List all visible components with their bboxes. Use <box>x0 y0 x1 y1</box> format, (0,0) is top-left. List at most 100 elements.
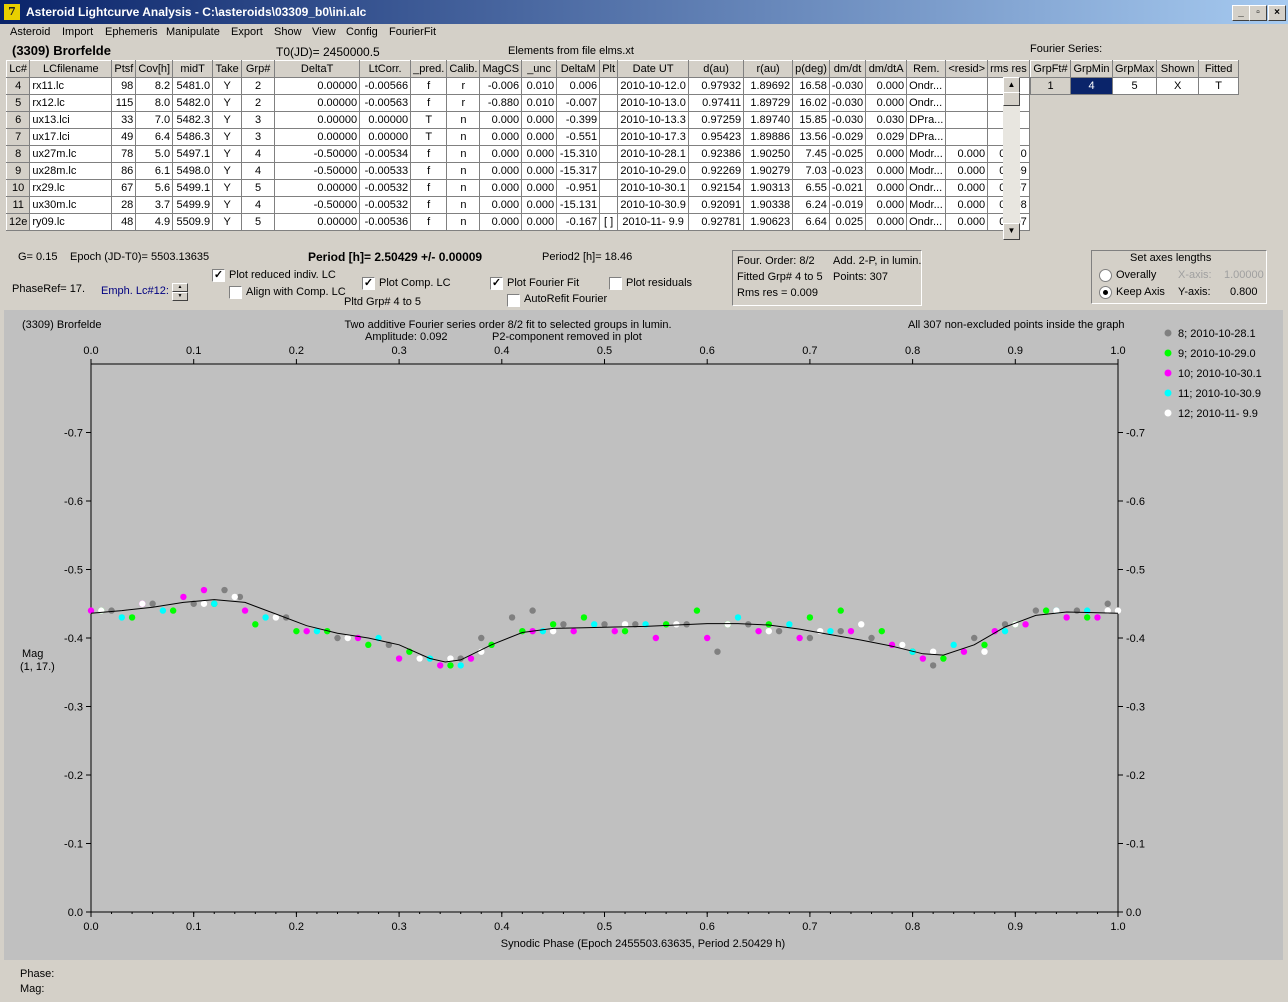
fourier-cell-grpmax[interactable]: 5 <box>1111 77 1158 95</box>
lc-cell[interactable]: 6.24 <box>792 196 830 214</box>
lc-col-header[interactable]: r(au) <box>743 60 794 78</box>
lc-cell[interactable]: 8.2 <box>135 77 174 95</box>
menu-view[interactable]: View <box>312 26 336 38</box>
lc-cell[interactable]: 10 <box>5 179 31 197</box>
lc-cell[interactable] <box>945 111 989 129</box>
lc-cell[interactable]: 5486.3 <box>172 128 214 146</box>
lc-col-header[interactable]: Calib. <box>446 60 481 78</box>
lc-cell[interactable]: Y <box>212 179 243 197</box>
lc-cell[interactable]: DPra... <box>906 111 947 129</box>
lc-cell[interactable]: 0.000 <box>945 162 989 180</box>
lc-cell[interactable]: 0.000 <box>521 213 558 231</box>
lc-cell[interactable]: 0.000 <box>865 196 908 214</box>
lc-cell[interactable]: 0.010 <box>521 94 558 112</box>
fourier-cell-grpft[interactable]: 1 <box>1030 77 1071 95</box>
lc-cell[interactable]: 0.000 <box>865 77 908 95</box>
lc-cell[interactable]: 5 <box>241 213 276 231</box>
lc-table-row[interactable]: 9 ux28m.lc 86 6.1 5498.0 Y 4 -0.50000 -0.00533 f n… <box>5 162 1030 180</box>
lc-cell[interactable]: -0.019 <box>828 196 867 214</box>
lc-cell[interactable]: ux27m.lc <box>29 145 113 163</box>
lc-cell[interactable]: 0.030 <box>865 111 908 129</box>
lc-cell[interactable]: 0.000 <box>521 162 558 180</box>
lc-cell[interactable]: 1.90623 <box>743 213 794 231</box>
lc-cell[interactable]: 0.00000 <box>274 213 361 231</box>
lc-cell[interactable]: -15.317 <box>556 162 601 180</box>
lc-cell[interactable]: 1.90250 <box>743 145 794 163</box>
lc-cell[interactable]: 2010-10-13.0 <box>617 94 690 112</box>
lc-cell[interactable]: 0.92269 <box>688 162 745 180</box>
lc-cell[interactable]: 0.000 <box>521 111 558 129</box>
autorefit-checkbox[interactable] <box>507 294 520 307</box>
lc-cell[interactable]: -0.167 <box>556 213 601 231</box>
menu-asteroid[interactable]: Asteroid <box>10 26 51 38</box>
lc-table-row[interactable]: 4 rx11.lc 98 8.2 5481.0 Y 2 0.00000 -0.00566 f r -0… <box>5 77 1030 95</box>
lc-cell[interactable]: 4 <box>5 77 31 95</box>
lc-cell[interactable]: 48 <box>111 213 137 231</box>
lc-cell[interactable]: 4 <box>241 196 276 214</box>
lc-cell[interactable]: n <box>446 213 481 231</box>
lc-cell[interactable]: 0.92781 <box>688 213 745 231</box>
lc-col-header[interactable]: LCfilename <box>29 60 113 78</box>
lc-cell[interactable]: 5498.0 <box>172 162 214 180</box>
lc-cell[interactable]: 4 <box>241 162 276 180</box>
lc-table-row[interactable]: 5 rx12.lc 115 8.0 5482.0 Y 2 0.00000 -0.00563 f r -… <box>5 94 1030 112</box>
lc-cell[interactable]: 7.0 <box>135 111 174 129</box>
lc-cell[interactable]: -0.021 <box>828 179 867 197</box>
lc-cell[interactable]: n <box>446 111 481 129</box>
lc-col-header[interactable]: dm/dt <box>828 60 867 78</box>
lc-col-header[interactable]: DeltaM <box>556 60 601 78</box>
lc-cell[interactable]: 0.025 <box>828 213 867 231</box>
lc-cell[interactable]: ux28m.lc <box>29 162 113 180</box>
xaxis-value[interactable]: 1.00000 <box>1224 269 1264 281</box>
lc-cell[interactable]: 16.58 <box>792 77 830 95</box>
lc-cell[interactable]: -0.399 <box>556 111 601 129</box>
lc-cell[interactable]: 78 <box>111 145 137 163</box>
lc-cell[interactable] <box>599 196 619 214</box>
lc-cell[interactable]: 5497.1 <box>172 145 214 163</box>
lc-cell[interactable]: f <box>410 77 448 95</box>
menu-manipulate[interactable]: Manipulate <box>166 26 220 38</box>
lc-cell[interactable]: 0.000 <box>521 145 558 163</box>
emph-spinner[interactable]: ▲ ▼ <box>172 283 188 301</box>
lc-cell[interactable]: 0.000 <box>945 196 989 214</box>
lc-cell[interactable]: rx11.lc <box>29 77 113 95</box>
spin-up-icon[interactable]: ▲ <box>172 283 188 292</box>
keep-axis-radio[interactable] <box>1099 286 1112 299</box>
lc-col-header[interactable]: Lc# <box>5 60 31 78</box>
lc-table-row[interactable]: 10 rx29.lc 67 5.6 5499.1 Y 5 0.00000 -0.00532 f n 0… <box>5 179 1030 197</box>
lc-cell[interactable]: 0.000 <box>865 145 908 163</box>
plot-comp-checkbox[interactable]: ✓ <box>362 277 375 290</box>
lc-cell[interactable]: -15.131 <box>556 196 601 214</box>
lc-cell[interactable]: 2 <box>241 77 276 95</box>
lc-cell[interactable]: 0.006 <box>556 77 601 95</box>
lc-cell[interactable]: -0.030 <box>828 77 867 95</box>
lc-cell[interactable] <box>599 145 619 163</box>
lc-cell[interactable]: 9 <box>5 162 31 180</box>
lc-cell[interactable]: 5 <box>5 94 31 112</box>
lc-cell[interactable]: -0.00536 <box>359 213 412 231</box>
lc-col-header[interactable]: <resid> <box>945 60 989 78</box>
lc-cell[interactable]: 0.00000 <box>359 128 412 146</box>
lc-cell[interactable]: 5.0 <box>135 145 174 163</box>
lc-cell[interactable]: 0.97259 <box>688 111 745 129</box>
lc-cell[interactable]: Y <box>212 111 243 129</box>
lc-cell[interactable] <box>599 94 619 112</box>
lc-cell[interactable]: 7.03 <box>792 162 830 180</box>
lc-cell[interactable]: 0.000 <box>521 128 558 146</box>
lc-cell[interactable]: -0.025 <box>828 145 867 163</box>
lc-cell[interactable]: DPra... <box>906 128 947 146</box>
spin-down-icon[interactable]: ▼ <box>172 292 188 301</box>
lc-col-header[interactable]: Rem. <box>906 60 947 78</box>
menu-config[interactable]: Config <box>346 26 378 38</box>
lc-cell[interactable]: 0.92386 <box>688 145 745 163</box>
lc-cell[interactable]: 0.029 <box>865 128 908 146</box>
lc-cell[interactable] <box>599 111 619 129</box>
lc-cell[interactable]: 3.7 <box>135 196 174 214</box>
lc-cell[interactable]: Y <box>212 145 243 163</box>
scroll-down-button[interactable]: ▼ <box>1003 223 1020 240</box>
align-comp-checkbox[interactable] <box>229 286 242 299</box>
lc-cell[interactable]: 13.56 <box>792 128 830 146</box>
lc-table-row[interactable]: 11 ux30m.lc 28 3.7 5499.9 Y 4 -0.50000 -0.00532 f… <box>5 196 1030 214</box>
